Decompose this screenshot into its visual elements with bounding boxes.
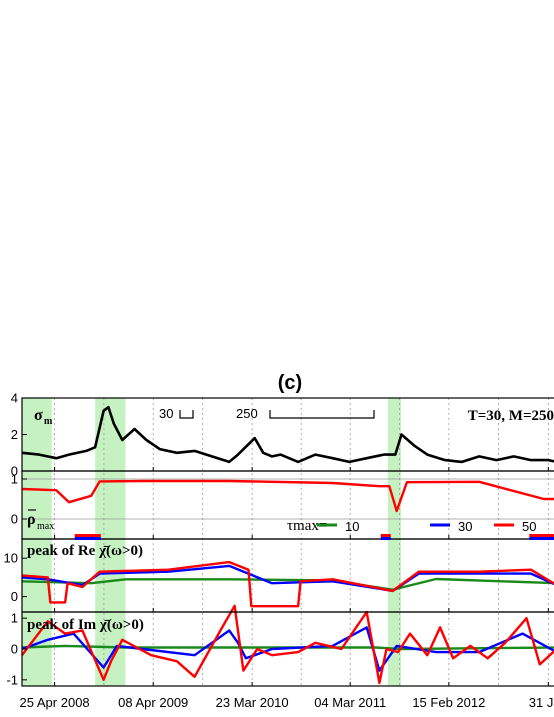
panel-label-im: peak of Im χ̄(ω>0) — [27, 617, 144, 633]
window-label-250: 250 — [236, 406, 258, 421]
series-layer — [21, 405, 554, 685]
legend-label: 50 — [522, 519, 536, 534]
legend-label: 10 — [345, 519, 359, 534]
x-tick-label: 04 Mar 2011 — [314, 695, 386, 710]
series-line-blue — [21, 564, 554, 593]
series-line-blue — [21, 626, 554, 672]
shaded-region — [95, 398, 126, 686]
x-tick-label: 25 Apr 2008 — [20, 695, 90, 710]
y-tick-label: 0 — [11, 642, 18, 657]
interval-marker-red — [74, 534, 101, 537]
series-line-red — [21, 560, 554, 608]
window-bracket-250 — [269, 410, 375, 419]
interval-marker-blue — [380, 537, 391, 540]
series-line-green — [21, 577, 554, 591]
panel-label-rho-sub: max — [37, 521, 54, 532]
interval-marker-red — [380, 534, 391, 537]
y-tick-label: 10 — [4, 551, 18, 566]
shaded-region — [387, 398, 401, 686]
legend-title: τmax= — [287, 518, 327, 534]
y-tick-label: 2 — [11, 427, 18, 442]
y-tick-label: 4 — [11, 391, 18, 406]
shaded-region — [22, 398, 52, 686]
panel-label-re: peak of Re χ̄(ω>0) — [27, 543, 143, 559]
chart-title: (c) — [278, 372, 302, 394]
panel-label-sigma-sub: m — [44, 416, 53, 427]
y-tick-label: 0 — [11, 464, 18, 479]
y-tick-label: 0 — [11, 512, 18, 527]
y-tick-label: -1 — [6, 672, 18, 687]
x-tick-label: 15 Feb 2012 — [412, 695, 485, 710]
shaded-region-layer — [22, 398, 401, 686]
x-tick-label: 23 Mar 2010 — [216, 695, 289, 710]
annotation-params: T=30, M=250 — [468, 408, 554, 424]
series-line-red — [21, 479, 554, 513]
x-tick-label: 31 Jan — [529, 695, 554, 710]
panel-label-sigma: σ — [34, 407, 43, 424]
window-label-30: 30 — [159, 406, 173, 421]
interval-marker-blue — [74, 537, 101, 540]
series-line-red — [21, 604, 554, 685]
interval-marker-red — [529, 534, 554, 537]
series-line-black — [21, 405, 554, 464]
y-tick-label: 1 — [11, 611, 18, 626]
x-tick-label: 08 Apr 2009 — [118, 695, 188, 710]
interval-marker-blue — [529, 537, 554, 540]
frame-layer — [21, 397, 554, 687]
y-tick-label: 1 — [11, 472, 18, 487]
y-tick-label: 0 — [11, 589, 18, 604]
window-bracket-30 — [179, 410, 194, 419]
legend-label: 30 — [458, 519, 472, 534]
panel-label-rho: ρ — [27, 511, 36, 528]
